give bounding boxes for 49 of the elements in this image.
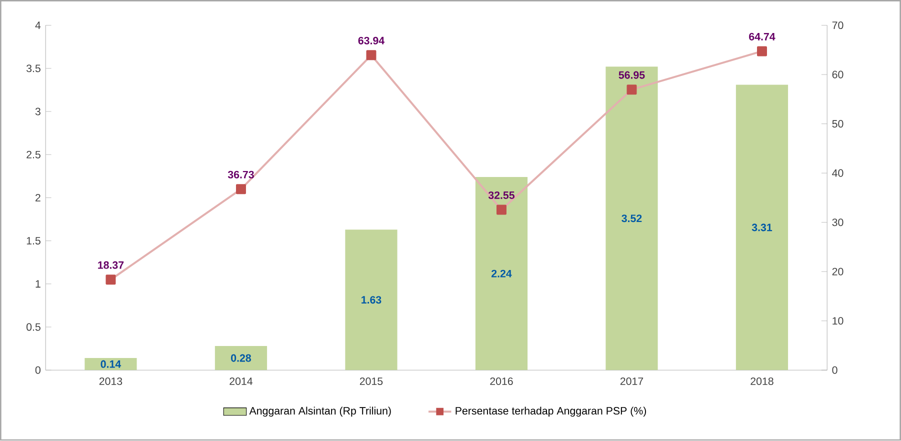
data-label: 56.95 (618, 71, 645, 79)
bar (736, 84, 788, 370)
bar (606, 66, 658, 370)
bar (214, 346, 268, 370)
x-tick-label: 2014 (230, 378, 253, 386)
data-label: 64.74 (749, 33, 776, 41)
bar (345, 230, 398, 370)
data-label: 0.28 (231, 354, 252, 362)
x-tick-label: 2013 (99, 378, 122, 386)
x-tick-label: 2015 (360, 378, 383, 386)
y2-tick-label: 40 (832, 169, 844, 177)
data-label: 2.24 (491, 270, 512, 278)
y-tick-label: 2.5 (26, 150, 40, 159)
y-tick-label: 2 (36, 194, 40, 202)
y2-tick-label: 20 (832, 268, 844, 276)
point (236, 184, 246, 194)
y-tick-label: 1.5 (26, 237, 40, 245)
point (366, 50, 376, 60)
y2-tick-label: 0 (832, 366, 838, 374)
data-label: 3.31 (752, 224, 772, 232)
x-tick-label: 2018 (750, 378, 774, 386)
y-tick-label: 0.5 (26, 323, 40, 331)
y-tick-label: 3 (35, 108, 40, 116)
bar (84, 358, 137, 370)
x-tick-label: 2016 (490, 378, 513, 386)
data-label: 0.14 (100, 360, 122, 368)
bar (475, 177, 528, 370)
y2-tick-label: 60 (832, 70, 844, 78)
data-label: 32.55 (488, 192, 515, 200)
data-label: 36.73 (228, 171, 254, 179)
y2-tick-label: 50 (832, 120, 844, 128)
y-tick-label: 1 (36, 280, 40, 288)
y2-tick-label: 30 (832, 218, 844, 226)
point (496, 204, 506, 215)
x-tick-label: 2017 (620, 378, 644, 386)
legend-label: Persentase terhadap Anggaran PSP (%) (456, 406, 646, 417)
point (757, 46, 767, 56)
y-tick-label: 0 (35, 366, 40, 374)
data-label: 1.63 (362, 296, 382, 304)
data-label: 3.52 (622, 214, 642, 222)
y2-tick-label: 70 (832, 22, 844, 30)
point (106, 274, 116, 285)
legend-label: Anggaran Alsintan (Rp Triliun) (249, 406, 391, 417)
y-tick-label: 3.5 (26, 64, 40, 72)
data-label: 18.37 (98, 261, 124, 270)
y-tick-label: 4 (35, 22, 41, 30)
data-label: 63.94 (358, 36, 385, 45)
point (626, 84, 637, 95)
y2-tick-label: 10 (832, 317, 844, 325)
